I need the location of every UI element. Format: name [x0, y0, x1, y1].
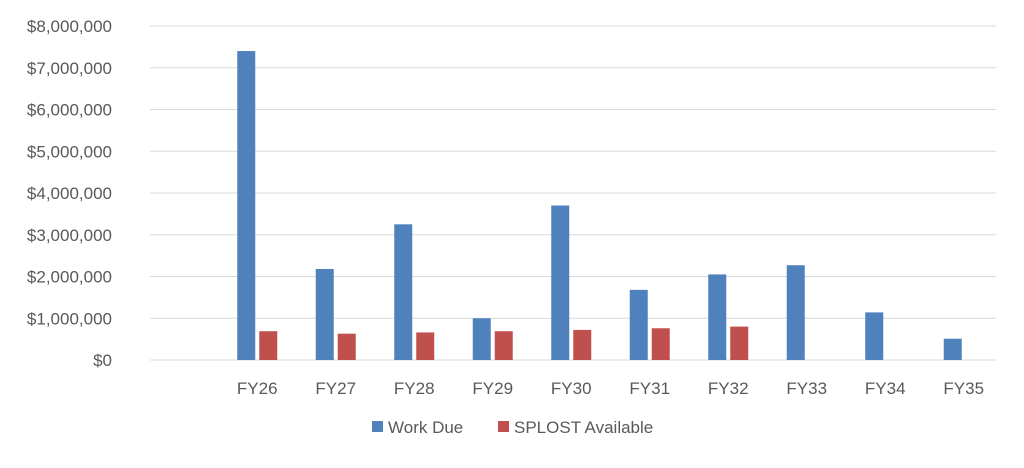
bar-work-due-fy29 — [472, 318, 491, 360]
y-tick-label: $2,000,000 — [27, 268, 112, 287]
legend-label: Work Due — [388, 418, 463, 437]
bar-splost-available-fy32 — [730, 326, 749, 360]
legend: Work Due SPLOST Available — [372, 418, 653, 437]
bar-splost-available-fy29 — [494, 331, 513, 360]
bar-splost-available-fy27 — [337, 333, 356, 360]
y-tick-label: $7,000,000 — [27, 59, 112, 78]
y-tick-label: $4,000,000 — [27, 184, 112, 203]
x-tick-label: FY29 — [472, 379, 513, 398]
bars — [237, 51, 962, 361]
bar-work-due-fy28 — [394, 224, 413, 360]
x-tick-label: FY35 — [943, 379, 984, 398]
x-tick-label: FY28 — [394, 379, 435, 398]
bar-splost-available-fy26 — [259, 331, 278, 360]
legend-swatch — [498, 421, 509, 432]
bar-work-due-fy26 — [237, 51, 256, 361]
x-tick-label: FY27 — [315, 379, 356, 398]
bar-splost-available-fy31 — [651, 328, 670, 360]
bar-work-due-fy27 — [315, 268, 334, 360]
bar-work-due-fy30 — [551, 205, 570, 360]
bar-work-due-fy31 — [629, 289, 648, 360]
x-tick-label: FY30 — [551, 379, 592, 398]
y-tick-label: $5,000,000 — [27, 142, 112, 161]
legend-swatch — [372, 421, 383, 432]
legend-label: SPLOST Available — [514, 418, 653, 437]
y-tick-label: $3,000,000 — [27, 226, 112, 245]
y-tick-label: $0 — [93, 351, 112, 370]
y-tick-label: $1,000,000 — [27, 309, 112, 328]
bar-work-due-fy33 — [786, 265, 805, 360]
y-tick-label: $8,000,000 — [27, 17, 112, 36]
bar-work-due-fy34 — [865, 312, 884, 360]
x-tick-label: FY26 — [237, 379, 278, 398]
bar-splost-available-fy30 — [573, 329, 592, 360]
x-tick-label: FY32 — [708, 379, 749, 398]
bar-work-due-fy32 — [708, 274, 727, 360]
gridlines — [150, 25, 996, 361]
x-axis-tick-labels: FY26 FY27 FY28 FY29 FY30 FY31 FY32 FY33 FY34 FY35 — [237, 379, 984, 398]
x-tick-label: FY33 — [786, 379, 827, 398]
y-tick-label: $6,000,000 — [27, 101, 112, 120]
y-axis-tick-labels: $0 $1,000,000 $2,000,000 $3,000,000 $4,000,0… — [27, 17, 112, 370]
x-tick-label: FY31 — [629, 379, 670, 398]
bar-work-due-fy35 — [943, 338, 962, 360]
x-tick-label: FY34 — [865, 379, 906, 398]
bar-splost-available-fy28 — [416, 332, 435, 360]
